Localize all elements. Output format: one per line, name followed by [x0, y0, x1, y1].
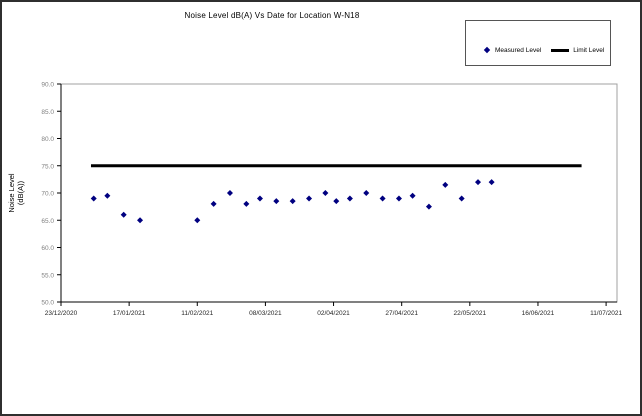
measured-level-point — [475, 179, 481, 186]
measured-level-point — [488, 179, 495, 186]
measured-level-point — [256, 195, 263, 202]
measured-level-point — [379, 195, 386, 202]
measured-level-point — [273, 198, 280, 205]
measured-level-point — [333, 198, 340, 205]
y-axis-tick-label: 85.0 — [41, 109, 54, 116]
x-axis-tick-label: 11/02/2021 — [181, 310, 213, 317]
measured-level-point — [395, 195, 402, 202]
y-axis-tick-label: 50.0 — [41, 300, 54, 307]
measured-level-point — [120, 211, 127, 218]
diamond-marker-icon — [483, 46, 491, 54]
measured-level-point — [346, 195, 353, 202]
measured-level-point — [442, 181, 449, 188]
measured-level-point — [322, 190, 329, 196]
measured-level-point — [210, 200, 217, 207]
measured-level-point — [226, 190, 233, 196]
x-axis-tick-label: 27/04/2021 — [385, 310, 418, 317]
y-axis-tick-label: 60.0 — [41, 245, 54, 252]
measured-level-point — [137, 217, 144, 224]
measured-level-point — [425, 203, 432, 210]
y-axis-tick-label: 80.0 — [41, 136, 54, 143]
x-axis-tick-label: 11/07/2021 — [590, 310, 622, 317]
y-axis-tick-label: 75.0 — [41, 163, 54, 170]
y-axis-tick-label: 65.0 — [41, 218, 54, 225]
line-marker-icon — [551, 48, 570, 52]
measured-level-point — [363, 190, 370, 196]
measured-level-point — [458, 195, 465, 202]
measured-level-point — [194, 217, 201, 224]
x-axis-tick-label: 23/12/2020 — [45, 310, 78, 317]
x-axis-tick-label: 22/05/2021 — [454, 310, 487, 317]
x-axis-tick-label: 02/04/2021 — [317, 310, 350, 317]
measured-level-point — [306, 195, 313, 202]
measured-level-point — [409, 192, 416, 199]
x-axis-tick-label: 08/03/2021 — [249, 310, 282, 317]
legend-label-measured-level: Measured Level — [495, 46, 542, 54]
measured-level-point — [243, 200, 250, 207]
x-axis-tick-label: 17/01/2021 — [113, 310, 146, 317]
measured-level-point — [289, 198, 296, 205]
legend-label-limit-level: Limit Level — [573, 46, 605, 54]
y-axis-tick-label: 70.0 — [41, 191, 54, 198]
measured-level-point — [90, 195, 97, 202]
y-axis-tick-label: 55.0 — [41, 272, 54, 279]
measured-level-point — [104, 192, 111, 199]
legend: Measured Level Limit Level — [465, 20, 611, 66]
chart-title: Noise Level dB(A) Vs Date for Location W… — [184, 11, 360, 20]
plot-border — [60, 83, 618, 303]
legend-entry-measured-level: Measured Level — [483, 46, 541, 54]
y-axis-tick-label: 90.0 — [41, 82, 54, 89]
x-axis-tick-label: 16/06/2021 — [522, 310, 555, 317]
legend-entry-limit-level: Limit Level — [541, 47, 604, 54]
